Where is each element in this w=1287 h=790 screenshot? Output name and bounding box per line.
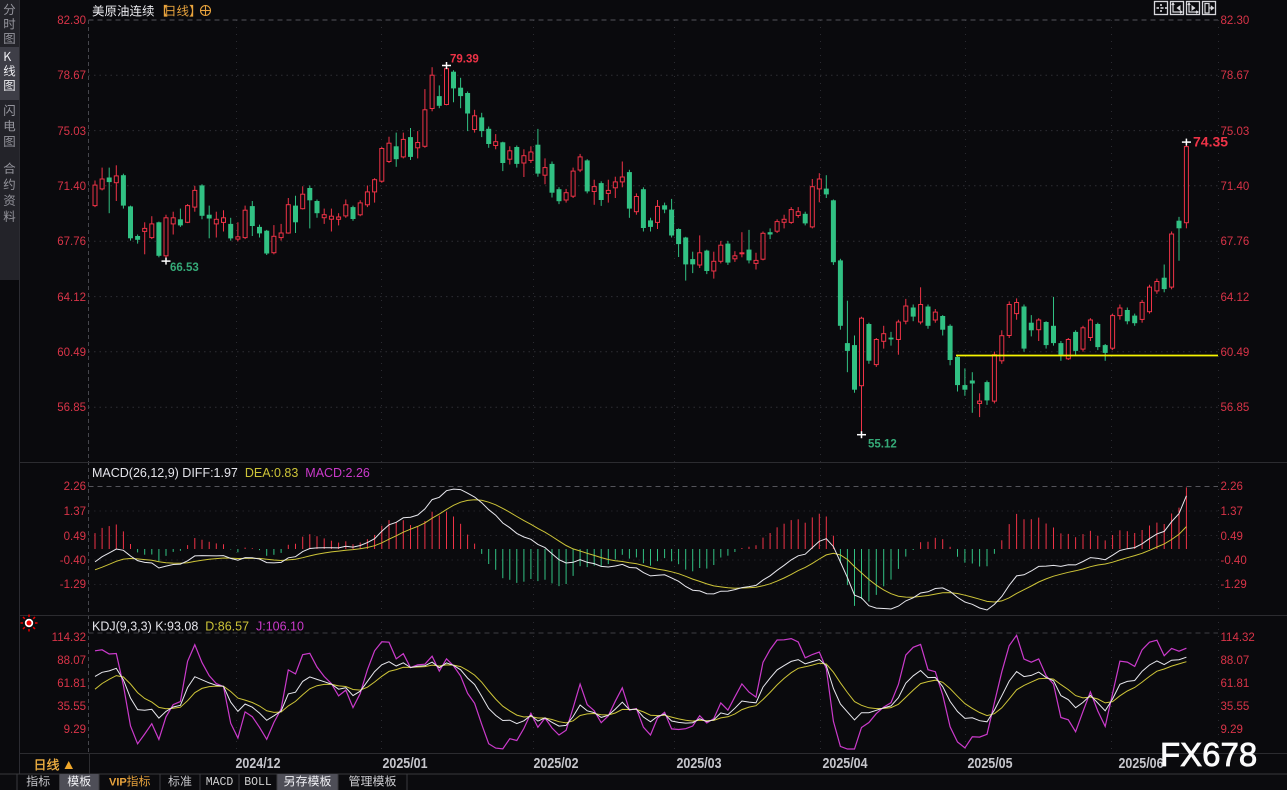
svg-text:9.29: 9.29 (64, 724, 86, 736)
svg-text:66.53: 66.53 (170, 262, 199, 274)
svg-text:2025/03: 2025/03 (677, 756, 722, 772)
svg-text:BOLL: BOLL (244, 776, 272, 789)
svg-text:56.85: 56.85 (1221, 402, 1250, 414)
svg-text:-0.40: -0.40 (1221, 555, 1247, 567)
svg-text:MACD(26,12,9) DIFF:1.97 DEA:0: MACD(26,12,9) DIFF:1.97 DEA:0.83 MACD:2.… (92, 466, 370, 480)
svg-text:56.85: 56.85 (57, 402, 86, 414)
svg-text:35.55: 35.55 (1221, 701, 1250, 713)
svg-text:67.76: 67.76 (57, 236, 86, 248)
svg-text:2025/06: 2025/06 (1119, 756, 1164, 772)
svg-text:2024/12: 2024/12 (236, 756, 281, 772)
svg-text:67.76: 67.76 (1221, 236, 1250, 248)
svg-text:88.07: 88.07 (1221, 655, 1250, 667)
svg-text:9.29: 9.29 (1221, 724, 1243, 736)
svg-text:79.39: 79.39 (450, 54, 479, 66)
svg-text:55.12: 55.12 (868, 439, 897, 451)
svg-text:61.81: 61.81 (1221, 678, 1250, 690)
svg-text:MACD: MACD (206, 776, 234, 789)
svg-text:60.49: 60.49 (1221, 347, 1250, 359)
svg-text:2025/05: 2025/05 (968, 756, 1013, 772)
svg-text:2.26: 2.26 (64, 481, 86, 493)
svg-text:1.37: 1.37 (1221, 506, 1243, 518)
svg-text:0.49: 0.49 (64, 531, 86, 543)
svg-text:0.49: 0.49 (1221, 531, 1243, 543)
svg-text:KDJ(9,3,3) K:93.08 D:86.57 J: KDJ(9,3,3) K:93.08 D:86.57 J:106.10 (92, 620, 304, 634)
svg-text:82.30: 82.30 (57, 15, 86, 27)
svg-text:71.40: 71.40 (1221, 181, 1250, 193)
svg-text:64.12: 64.12 (1221, 292, 1250, 304)
svg-text:88.07: 88.07 (57, 655, 86, 667)
svg-text:61.81: 61.81 (57, 678, 86, 690)
svg-text:71.40: 71.40 (57, 181, 86, 193)
svg-text:75.03: 75.03 (1221, 126, 1250, 138)
svg-text:2.26: 2.26 (1221, 481, 1243, 493)
svg-text:1.37: 1.37 (64, 506, 86, 518)
svg-text:-1.29: -1.29 (60, 579, 86, 591)
svg-text:78.67: 78.67 (57, 70, 86, 82)
svg-text:2025/01: 2025/01 (383, 756, 428, 772)
svg-text:2025/02: 2025/02 (534, 756, 579, 772)
svg-text:74.35: 74.35 (1193, 134, 1228, 150)
svg-text:2025/04: 2025/04 (823, 756, 868, 772)
svg-text:FX678: FX678 (1160, 736, 1257, 773)
svg-text:VIP: VIP (109, 777, 127, 789)
svg-text:114.32: 114.32 (1221, 632, 1255, 644)
svg-text:60.49: 60.49 (57, 347, 86, 359)
svg-text:78.67: 78.67 (1221, 70, 1250, 82)
svg-text:75.03: 75.03 (57, 126, 86, 138)
svg-text:114.32: 114.32 (52, 632, 86, 644)
svg-text:64.12: 64.12 (57, 292, 86, 304)
svg-text:82.30: 82.30 (1221, 15, 1250, 27)
svg-text:35.55: 35.55 (57, 701, 86, 713)
svg-text:-0.40: -0.40 (60, 555, 86, 567)
svg-text:-1.29: -1.29 (1221, 579, 1247, 591)
